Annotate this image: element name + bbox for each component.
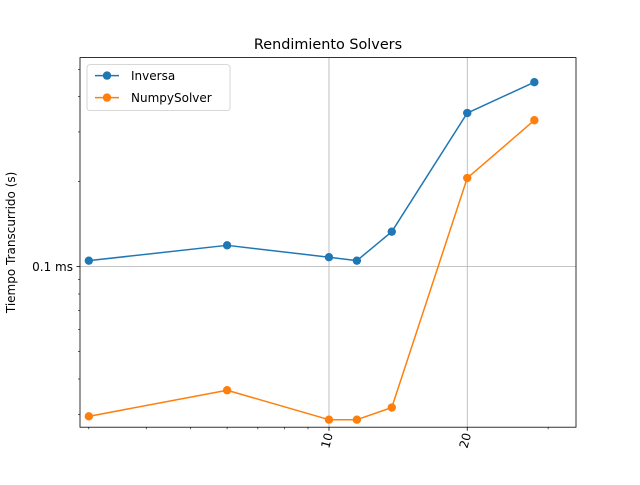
legend-marker xyxy=(102,93,112,102)
series-layer xyxy=(84,78,539,424)
data-point xyxy=(387,403,396,412)
axes-frame xyxy=(79,57,577,428)
data-point xyxy=(530,116,539,125)
axes-layer xyxy=(79,57,577,428)
chart-title: Rendimiento Solvers xyxy=(254,37,402,53)
legend: Inversa NumpySolver xyxy=(86,64,231,111)
legend-label: Inversa xyxy=(131,69,175,83)
y-axis-label: Tiempo Transcurrido (s) xyxy=(4,172,18,314)
data-point xyxy=(463,173,472,183)
x-tick-label: 10 xyxy=(318,431,335,449)
x-tick-label: 20 xyxy=(457,431,474,449)
data-point xyxy=(352,256,362,265)
data-point xyxy=(352,415,362,424)
data-point xyxy=(324,253,334,262)
data-point xyxy=(387,227,396,236)
ticks-layer: 10 20 0.1 ms xyxy=(32,68,549,450)
y-tick-label: 0.1 ms xyxy=(32,260,73,274)
data-point xyxy=(222,241,232,250)
grid-layer xyxy=(80,57,576,428)
legend-label: NumpySolver xyxy=(131,91,212,105)
legend-frame xyxy=(86,64,231,111)
data-point xyxy=(530,78,539,87)
data-point xyxy=(84,412,94,421)
legend-marker xyxy=(102,71,112,80)
data-point xyxy=(324,415,334,424)
plot-area xyxy=(80,57,576,428)
data-point xyxy=(463,108,472,118)
data-point xyxy=(84,256,94,265)
legend-entries: Inversa NumpySolver xyxy=(95,69,212,105)
data-point xyxy=(222,386,232,395)
